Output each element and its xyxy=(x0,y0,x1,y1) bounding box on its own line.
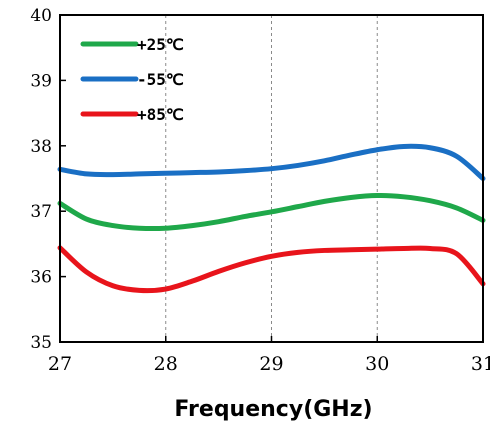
x-tick-label: 30 xyxy=(365,353,389,375)
legend-label-1: -55℃ xyxy=(137,70,184,89)
y-tick-label: 36 xyxy=(30,268,52,288)
y-tick-label: 37 xyxy=(30,202,52,222)
x-tick-label: 29 xyxy=(259,353,283,375)
x-axis-title: Frequency(GHz) xyxy=(174,397,372,422)
legend-label-0: +25℃ xyxy=(137,35,184,54)
x-tick-label: 28 xyxy=(154,353,178,375)
axis-ticks: 35 36 37 38 39 40 27 28 29 30 31 xyxy=(30,6,490,375)
grid-lines xyxy=(165,15,378,342)
y-tick-label: 40 xyxy=(30,6,52,26)
x-tick-label: 31 xyxy=(471,353,490,375)
series-line-0 xyxy=(57,192,486,232)
y-tick-label: 38 xyxy=(30,137,52,157)
series-line-1 xyxy=(57,143,486,181)
y-tick-label: 39 xyxy=(30,71,52,91)
legend-label-2: +85℃ xyxy=(137,105,184,124)
series-lines xyxy=(57,143,486,294)
series-line-2 xyxy=(57,245,486,294)
y-tick-label: 35 xyxy=(30,333,52,353)
x-tick-label: 27 xyxy=(48,353,72,375)
legend: +25℃ -55℃ +85℃ xyxy=(80,35,184,124)
